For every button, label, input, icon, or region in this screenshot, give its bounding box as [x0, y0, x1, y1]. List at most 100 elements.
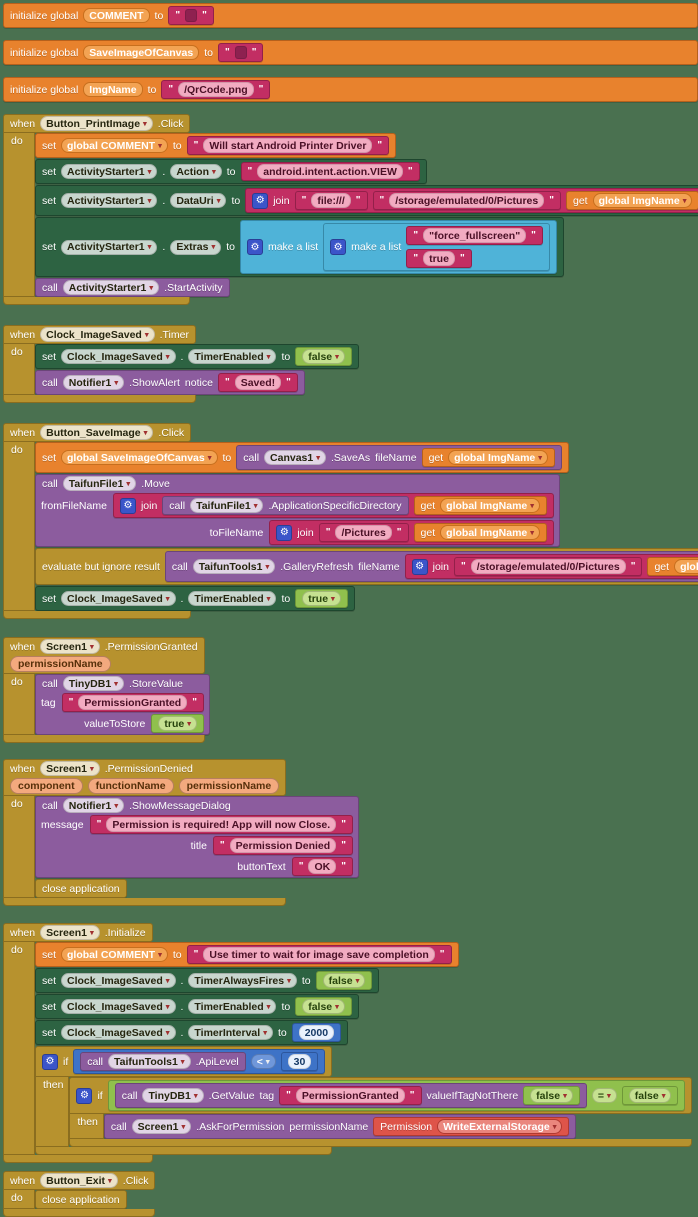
get-variable[interactable]: get global ImgName▾ — [565, 191, 698, 210]
dropdown-taifuntools1[interactable]: TaifunTools1 ▾ — [192, 559, 276, 574]
permission-constant[interactable]: Permission WriteExternalStorage ▾ — [373, 1117, 570, 1136]
dropdown-false[interactable]: false ▾ — [302, 999, 345, 1014]
dropdown-clock-imagesaved[interactable]: Clock_ImageSaved ▾ — [61, 973, 176, 988]
text-field[interactable]: ImgName — [83, 82, 143, 97]
dropdown-timerenabled[interactable]: TimerEnabled ▾ — [188, 349, 277, 364]
dropdown-action[interactable]: Action ▾ — [170, 164, 222, 179]
mutator-gear-icon[interactable]: ⚙ — [330, 239, 347, 255]
dropdown-screen1[interactable]: Screen1 ▾ — [131, 1119, 192, 1134]
text-field[interactable]: android.intent.action.VIEW — [257, 164, 403, 179]
dropdown-false[interactable]: false ▾ — [302, 349, 345, 364]
dropdown-clock-imagesaved[interactable]: Clock_ImageSaved ▾ — [40, 327, 155, 342]
dropdown-global-imgname[interactable]: global ImgName▾ — [448, 450, 549, 465]
set-clock-timerenabled[interactable]: set Clock_ImageSaved ▾. TimerEnabled ▾ to fals… — [35, 994, 359, 1019]
text-field[interactable]: 2000 — [298, 1025, 335, 1040]
dropdown-global-saveimageofcanvas[interactable]: global SaveImageOfCanvas ▾ — [61, 450, 218, 465]
text-field[interactable]: OK — [308, 859, 337, 874]
dropdown-notifier1[interactable]: Notifier1 ▾ — [62, 798, 125, 813]
mutator-gear-icon[interactable]: ⚙ — [276, 524, 293, 541]
text-value[interactable]: " Permission Denied " — [212, 836, 353, 855]
if-block[interactable]: ⚙ if call TaifunTools1 ▾ .ApiLevel < ▾ 30 then ⚙ if… — [35, 1046, 693, 1155]
logic-false[interactable]: false ▾ — [523, 1086, 580, 1105]
when-screen1-permissiongranted[interactable]: when Screen1 ▾ .PermissionGranted permission… — [3, 637, 698, 743]
get-variable[interactable]: get global ImgName▾ — [413, 496, 548, 515]
text-value[interactable]: " /QrCode.png " — [161, 80, 271, 99]
mutator-gear-icon[interactable]: ⚙ — [252, 192, 269, 209]
text-value[interactable]: " "force_fullscreen" " — [406, 226, 543, 245]
text-field[interactable]: Permission is required! App will now Clo… — [106, 817, 337, 832]
join-text-block[interactable]: ⚙ join " /storage/emulated/0/Pictures " get gl… — [404, 554, 698, 579]
dropdown-timerinterval[interactable]: TimerInterval ▾ — [188, 1025, 273, 1040]
dropdown-timerenabled[interactable]: TimerEnabled ▾ — [188, 591, 277, 606]
text-field[interactable]: PermissionGranted — [78, 695, 188, 710]
text-value[interactable]: " android.intent.action.VIEW " — [240, 162, 420, 181]
dropdown-writeexternalstorage[interactable]: WriteExternalStorage ▾ — [437, 1119, 563, 1134]
dropdown-button-printimage[interactable]: Button_PrintImage ▾ — [40, 116, 153, 131]
event-parameter-chip-functionname[interactable]: functionName — [87, 778, 174, 794]
call-tinydb-getvalue[interactable]: call TinyDB1 ▾ .GetValue tag " PermissionGrant… — [114, 1083, 587, 1108]
number-value[interactable]: 2000 — [291, 1023, 342, 1042]
join-text-block[interactable]: ⚙ join " file:/// " " /storage/emulated/0/Pict… — [245, 188, 698, 213]
dropdown-true[interactable]: true ▾ — [158, 716, 197, 731]
dropdown-clock-imagesaved[interactable]: Clock_ImageSaved ▾ — [61, 591, 176, 606]
mutator-gear-icon[interactable]: ⚙ — [119, 497, 136, 514]
dropdown-blank[interactable]: = ▾ — [591, 1088, 617, 1103]
event-parameter-chip-permissionname[interactable]: permissionName — [10, 656, 111, 672]
call-notifier-showmessagedialog[interactable]: call Notifier1 ▾ .ShowMessageDialog message "… — [35, 796, 359, 878]
event-parameter-chip-component[interactable]: component — [10, 778, 83, 794]
dropdown-button-saveimage[interactable]: Button_SaveImage ▾ — [40, 425, 154, 440]
get-variable[interactable]: get global ImgName▾ — [413, 523, 548, 542]
set-clock-timeralwaysfires[interactable]: set Clock_ImageSaved ▾. TimerAlwaysFires ▾ to… — [35, 968, 380, 993]
dropdown-clock-imagesaved[interactable]: Clock_ImageSaved ▾ — [61, 999, 176, 1014]
dropdown-notifier1[interactable]: Notifier1 ▾ — [62, 375, 125, 390]
text-value[interactable]: " PermissionGranted " — [279, 1086, 422, 1105]
logic-false[interactable]: false ▾ — [621, 1086, 679, 1105]
mutator-gear-icon[interactable]: ⚙ — [411, 558, 428, 575]
dropdown-canvas1[interactable]: Canvas1 ▾ — [264, 450, 327, 465]
dropdown-taifuntools1[interactable]: TaifunTools1 ▾ — [108, 1054, 191, 1069]
text-field[interactable]: Saved! — [234, 375, 282, 390]
dropdown-global-imgname[interactable]: global ImgName▾ — [674, 559, 698, 574]
dropdown-screen1[interactable]: Screen1 ▾ — [40, 761, 100, 776]
evaluate-but-ignore-result[interactable]: evaluate but ignore result call TaifunTool… — [35, 548, 698, 585]
dropdown-taifunfile1[interactable]: TaifunFile1 ▾ — [190, 498, 264, 513]
event-parameter-chip-permissionname[interactable]: permissionName — [178, 778, 280, 794]
text-field[interactable]: SaveImageOfCanvas — [83, 45, 200, 60]
when-screen1-permissiondenied[interactable]: when Screen1 ▾ .PermissionDenied component fu… — [3, 759, 698, 906]
make-a-list-block[interactable]: ⚙ make a list ⚙ make a list " "force_fullscre… — [239, 220, 557, 274]
logic-compare-block[interactable]: call TinyDB1 ▾ .GetValue tag " PermissionGrant… — [107, 1080, 686, 1111]
text-field[interactable]: /QrCode.png — [178, 82, 254, 97]
call-taifunfile-move[interactable]: call TaifunFile1 ▾ .Move fromFileName ⚙ join ca… — [35, 474, 561, 547]
dropdown-global-imgname[interactable]: global ImgName▾ — [440, 525, 541, 540]
text-field[interactable]: PermissionGranted — [295, 1088, 405, 1103]
mutator-gear-icon[interactable]: ⚙ — [42, 1053, 58, 1070]
text-field[interactable]: Use timer to wait for image save complet… — [203, 947, 435, 962]
dropdown-global-comment[interactable]: global COMMENT ▾ — [61, 947, 168, 962]
text-value[interactable]: " /storage/emulated/0/Pictures " — [453, 557, 643, 576]
dropdown-true[interactable]: true ▾ — [302, 591, 341, 606]
text-field[interactable]: /storage/emulated/0/Pictures — [470, 559, 626, 574]
init-global-imgname[interactable]: initialize global ImgName to " /QrCode.png " — [3, 77, 698, 102]
empty-text-value[interactable]: " " — [168, 6, 214, 25]
set-global-comment[interactable]: set global COMMENT ▾ to " Will start Android … — [35, 133, 397, 158]
when-clock-imagesaved-timer[interactable]: when Clock_ImageSaved ▾ .Timer do set Clock_Im… — [3, 325, 698, 403]
init-global-comment[interactable]: initialize global COMMENT to " " — [3, 3, 698, 28]
close-application-block[interactable]: close application — [35, 1190, 127, 1209]
text-field[interactable]: 30 — [287, 1054, 312, 1069]
when-button-printimage-click[interactable]: when Button_PrintImage ▾ .Click do set global … — [3, 114, 698, 305]
set-clock-timerinterval[interactable]: set Clock_ImageSaved ▾. TimerInterval ▾ to 200… — [35, 1020, 349, 1045]
call-canvas-saveas[interactable]: call Canvas1 ▾ .SaveAs fileName get global Img… — [236, 445, 563, 470]
dropdown-false[interactable]: false ▾ — [322, 973, 366, 988]
set-clock-timerenabled[interactable]: set Clock_ImageSaved ▾. TimerEnabled ▾ to fals… — [35, 344, 359, 369]
call-tinydb-storevalue[interactable]: call TinyDB1 ▾ .StoreValue tag " PermissionGra… — [35, 674, 210, 735]
logic-false[interactable]: false ▾ — [315, 971, 373, 990]
dropdown-activitystarter1[interactable]: ActivityStarter1 ▾ — [61, 164, 158, 179]
dropdown-global-imgname[interactable]: global ImgName▾ — [592, 193, 693, 208]
call-taifuntools-apilevel[interactable]: call TaifunTools1 ▾ .ApiLevel — [80, 1052, 246, 1071]
dropdown-screen1[interactable]: Screen1 ▾ — [40, 639, 100, 654]
logic-false[interactable]: false ▾ — [295, 347, 352, 366]
text-value[interactable]: " Use timer to wait for image save comple… — [186, 945, 452, 964]
empty-text-value[interactable]: " " — [217, 43, 264, 62]
dropdown-screen1[interactable]: Screen1 ▾ — [40, 925, 100, 940]
dropdown-timeralwaysfires[interactable]: TimerAlwaysFires ▾ — [188, 973, 297, 988]
